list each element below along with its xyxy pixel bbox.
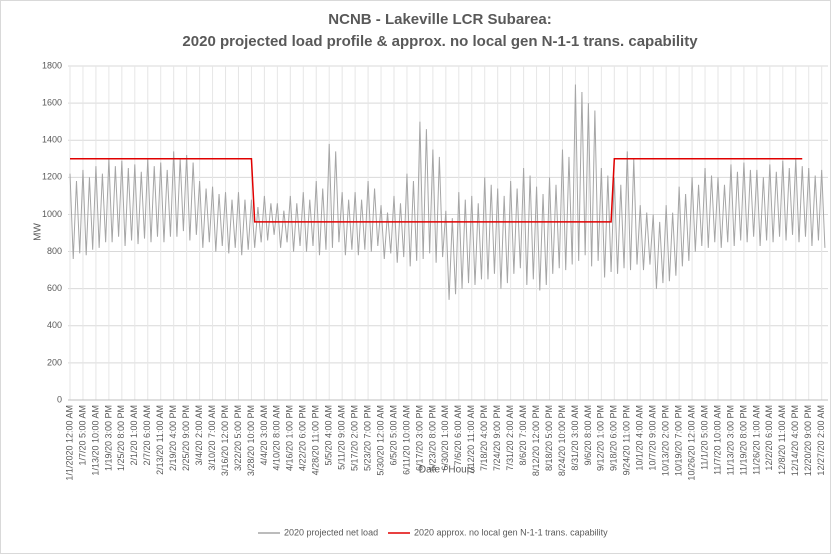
- x-tick-label: 9/24/20 11:00 PM: [622, 405, 632, 475]
- x-tick-label: 1/25/20 8:00 PM: [116, 405, 126, 471]
- y-tick-label: 800: [47, 246, 62, 256]
- x-tick-label: 9/18/20 6:00 PM: [609, 405, 619, 471]
- x-tick-label: 6/5/20 5:00 AM: [388, 405, 398, 466]
- chart-title: NCNB - Lakeville LCR Subarea:: [328, 11, 551, 28]
- x-tick-label: 2/13/20 11:00 AM: [155, 405, 165, 475]
- x-tick-label: 3/16/20 12:00 PM: [220, 405, 230, 476]
- legend-label: 2020 approx. no local gen N-1-1 trans. c…: [414, 527, 608, 537]
- x-tick-label: 8/31/20 3:00 AM: [570, 405, 580, 471]
- x-tick-label: 5/11/20 9:00 AM: [337, 405, 347, 470]
- chart-subtitle: 2020 projected load profile & approx. no…: [182, 33, 698, 50]
- x-tick-label: 6/30/20 1:00 AM: [440, 405, 450, 471]
- x-tick-label: 4/4/20 3:00 AM: [259, 405, 269, 466]
- y-tick-label: 1200: [42, 172, 62, 182]
- x-tick-label: 9/12/20 1:00 PM: [596, 405, 606, 471]
- x-tick-label: 9/6/20 8:00 AM: [583, 405, 593, 466]
- x-tick-label: 10/7/20 9:00 AM: [648, 405, 658, 471]
- y-tick-label: 1400: [42, 135, 62, 145]
- x-tick-label: 5/17/20 2:00 PM: [349, 405, 359, 471]
- x-tick-label: 4/16/20 1:00 PM: [285, 405, 295, 471]
- x-tick-label: 12/2/20 6:00 AM: [764, 405, 774, 471]
- x-axis-title: Date / Hours: [419, 465, 475, 476]
- x-tick-label: 8/12/20 12:00 PM: [531, 405, 541, 476]
- x-tick-label: 3/4/20 2:00 AM: [194, 405, 204, 466]
- x-tick-label: 10/1/20 4:00 AM: [635, 405, 645, 471]
- series-line: [70, 158, 803, 223]
- y-tick-label: 1000: [42, 209, 62, 219]
- y-tick-label: 600: [47, 283, 62, 293]
- x-tick-label: 2/25/20 9:00 PM: [181, 405, 191, 471]
- y-tick-label: 400: [47, 320, 62, 330]
- x-tick-label: 6/11/20 10:00 AM: [401, 405, 411, 475]
- x-tick-label: 4/22/20 6:00 PM: [298, 405, 308, 471]
- x-tick-label: 11/7/20 10:00 AM: [712, 405, 722, 475]
- y-tick-label: 1600: [42, 97, 62, 107]
- x-tick-label: 12/20/20 9:00 PM: [803, 405, 813, 476]
- x-tick-label: 1/7/20 5:00 AM: [77, 405, 87, 466]
- x-tick-label: 12/14/20 4:00 PM: [790, 405, 800, 476]
- series-line: [69, 84, 826, 300]
- y-tick-label: 0: [57, 394, 62, 404]
- x-tick-label: 4/10/20 8:00 AM: [272, 405, 282, 471]
- x-tick-label: 5/5/20 4:00 AM: [324, 405, 334, 466]
- x-tick-label: 7/24/20 9:00 PM: [492, 405, 502, 471]
- x-tick-label: 11/26/20 1:00 AM: [751, 405, 761, 475]
- x-tick-label: 5/30/20 12:00 AM: [375, 405, 385, 476]
- x-tick-label: 10/19/20 7:00 PM: [673, 405, 683, 476]
- x-tick-label: 2/7/20 6:00 AM: [142, 405, 152, 466]
- x-tick-label: 7/6/20 6:00 AM: [453, 405, 463, 466]
- x-tick-label: 6/17/20 3:00 PM: [414, 405, 424, 471]
- x-tick-label: 12/8/20 11:00 AM: [777, 405, 787, 475]
- legend-label: 2020 projected net load: [284, 527, 378, 537]
- x-tick-label: 8/6/20 7:00 AM: [518, 405, 528, 466]
- x-tick-label: 12/27/20 2:00 AM: [816, 405, 826, 476]
- x-tick-label: 3/10/20 7:00 AM: [207, 405, 217, 471]
- x-tick-label: 2/1/20 1:00 AM: [129, 405, 139, 466]
- y-tick-label: 1800: [42, 60, 62, 70]
- x-tick-label: 1/13/20 10:00 AM: [90, 405, 100, 476]
- x-tick-label: 8/18/20 5:00 PM: [544, 405, 554, 471]
- x-tick-label: 5/23/20 7:00 PM: [362, 405, 372, 471]
- x-tick-label: 7/31/20 2:00 AM: [505, 405, 515, 471]
- x-tick-label: 10/13/20 2:00 PM: [661, 405, 671, 476]
- x-tick-label: 7/12/20 11:00 AM: [466, 405, 476, 475]
- x-tick-label: 8/24/20 10:00 PM: [557, 405, 567, 476]
- x-tick-label: 2/19/20 4:00 PM: [168, 405, 178, 471]
- x-tick-label: 3/28/20 10:00 PM: [246, 405, 256, 476]
- x-tick-label: 6/23/20 8:00 PM: [427, 405, 437, 471]
- x-tick-label: 4/28/20 11:00 PM: [311, 405, 321, 475]
- x-tick-label: 7/18/20 4:00 PM: [479, 405, 489, 471]
- y-tick-label: 200: [47, 357, 62, 367]
- x-tick-label: 11/1/20 5:00 AM: [699, 405, 709, 470]
- x-tick-label: 10/26/20 12:00 AM: [686, 405, 696, 481]
- x-tick-label: 1/19/20 3:00 PM: [103, 405, 113, 471]
- y-axis-title: MW: [33, 223, 44, 241]
- x-tick-label: 1/1/2020 12:00 AM: [64, 405, 74, 481]
- x-tick-label: 3/22/20 5:00 PM: [233, 405, 243, 471]
- x-tick-label: 11/13/20 3:00 PM: [725, 405, 735, 475]
- x-tick-label: 11/19/20 8:00 PM: [738, 405, 748, 475]
